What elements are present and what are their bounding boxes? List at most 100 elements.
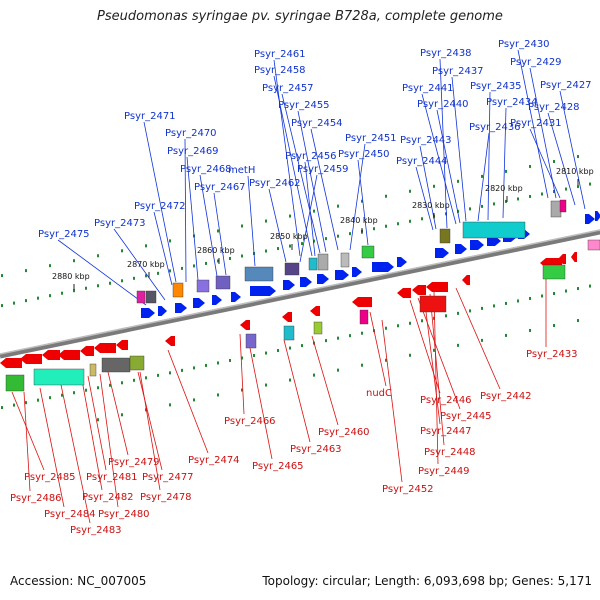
track-dot: [493, 202, 495, 206]
forward-leader-line: [273, 59, 301, 257]
forward-gene-arrow: [335, 270, 349, 280]
feature-box: [587, 239, 600, 251]
feature-box: [340, 252, 350, 268]
reverse-gene-label: Psyr_2481: [86, 472, 138, 483]
forward-gene-label: Psyr_2436: [469, 122, 521, 133]
forward-leader-line: [297, 110, 327, 253]
track-dot: [37, 296, 39, 300]
forward-gene-label: Psyr_2455: [278, 100, 330, 111]
track-dot: [25, 401, 27, 405]
reverse-gene-label: Psyr_2485: [24, 472, 76, 483]
track-dot: [349, 334, 351, 338]
forward-leader-line: [502, 107, 507, 219]
reverse-gene-arrow: [571, 252, 577, 262]
track-dot: [205, 261, 207, 265]
track-dot: [241, 356, 243, 360]
reverse-gene-label: Psyr_2480: [98, 509, 150, 520]
reverse-leader-line: [87, 375, 107, 471]
track-dot: [61, 393, 63, 397]
track-dot: [553, 190, 555, 194]
forward-gene-label: Psyr_2443: [400, 135, 452, 146]
track-dot: [97, 284, 99, 288]
reverse-leader-line: [455, 287, 501, 390]
track-dot: [181, 368, 183, 372]
reverse-gene-label: Psyr_2452: [382, 484, 434, 495]
reverse-gene-label: Psyr_2474: [188, 455, 240, 466]
track-dot: [169, 269, 171, 273]
track-dot: [385, 358, 387, 362]
label-leader-lines: [11, 49, 586, 524]
feature-box: [284, 262, 300, 276]
track-dot: [481, 174, 483, 178]
track-dot: [409, 189, 411, 193]
forward-gene-label: Psyr_2444: [396, 156, 448, 167]
forward-gene-arrow: [372, 262, 394, 272]
feature-box: [550, 200, 562, 218]
feature-box: [129, 355, 145, 371]
track-dot: [349, 232, 351, 236]
track-dot: [337, 336, 339, 340]
track-dot: [517, 197, 519, 201]
forward-gene-arrow: [397, 257, 407, 267]
track-dot: [85, 388, 87, 392]
feature-box: [313, 321, 323, 335]
track-dot: [385, 326, 387, 330]
track-dot: [433, 316, 435, 320]
forward-gene-arrow: [212, 295, 222, 305]
reverse-gene-label: Psyr_2478: [140, 492, 192, 503]
reverse-gene-arrow: [412, 285, 426, 295]
reverse-leader-line: [137, 371, 163, 471]
track-dot: [433, 348, 435, 352]
track-dot: [73, 391, 75, 395]
forward-leader-line: [415, 166, 434, 231]
forward-gene-label: Psyr_2459: [297, 164, 349, 175]
track-dot: [553, 324, 555, 328]
track-dot: [577, 319, 579, 323]
track-dot: [169, 239, 171, 243]
forward-gene-label: Psyr_2440: [417, 99, 469, 110]
track-dot: [229, 358, 231, 362]
genome-backbone: [0, 229, 600, 359]
track-dot: [133, 276, 135, 280]
forward-gene-label: Psyr_2441: [402, 83, 454, 94]
track-dot: [577, 185, 579, 189]
reverse-leader-line: [59, 379, 91, 524]
track-dot: [337, 204, 339, 208]
track-dot: [241, 388, 243, 392]
reverse-leader-line: [99, 373, 119, 508]
forward-leader-line: [213, 192, 227, 276]
track-dot: [1, 304, 3, 308]
reverse-leader-line: [423, 295, 441, 425]
track-dot: [241, 224, 243, 228]
track-dot: [289, 378, 291, 382]
reverse-leader-line: [417, 297, 461, 410]
track-dot: [505, 199, 507, 203]
reverse-gene-label: Psyr_2433: [526, 349, 578, 360]
track-dot: [193, 398, 195, 402]
forward-leader-line: [517, 49, 549, 199]
forward-leader-line: [299, 174, 318, 263]
forward-gene-arrow: [455, 244, 467, 254]
forward-gene-arrow: [300, 277, 312, 287]
track-dot: [97, 254, 99, 258]
forward-leader-line: [113, 228, 166, 301]
reverse-gene-arrow: [426, 282, 448, 292]
forward-gene-label: Psyr_2434: [486, 97, 538, 108]
reverse-gene-arrow: [42, 350, 60, 360]
reverse-gene-arrow: [282, 312, 292, 322]
track-dot: [313, 209, 315, 213]
track-dot: [109, 281, 111, 285]
track-dot: [565, 289, 567, 293]
track-dot: [85, 286, 87, 290]
track-dot: [589, 284, 591, 288]
track-dot: [505, 301, 507, 305]
forward-gene-label: Psyr_2431: [510, 118, 562, 129]
feature-box: [244, 266, 274, 282]
feature-box: [359, 309, 369, 325]
track-dot: [529, 328, 531, 332]
track-dot: [541, 192, 543, 196]
track-dot: [325, 339, 327, 343]
track-dot: [529, 164, 531, 168]
feature-box: [89, 363, 97, 377]
feature-box: [317, 253, 329, 271]
